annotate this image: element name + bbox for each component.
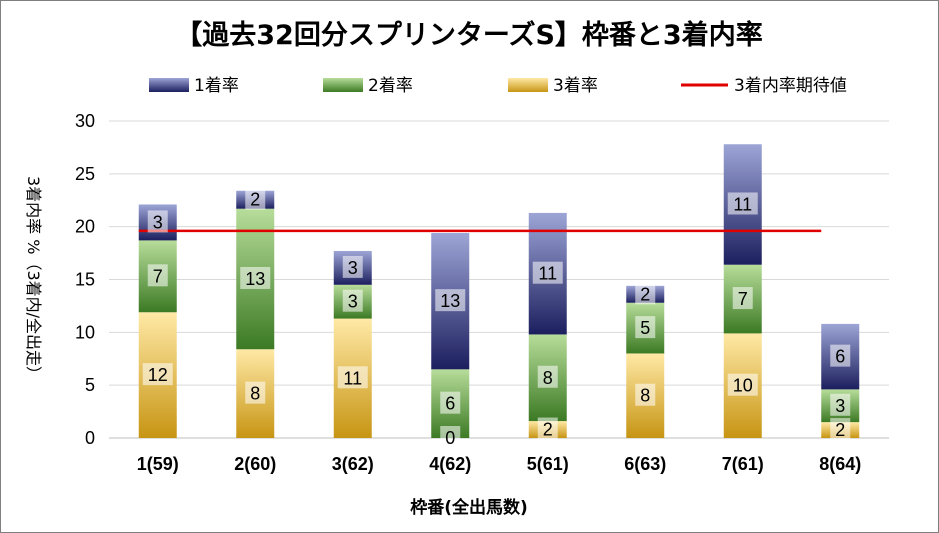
- legend-swatch-3rd: [508, 78, 548, 92]
- gridlines: [109, 120, 889, 439]
- data-label: 3: [835, 396, 845, 416]
- x-category-label: 1(59): [137, 454, 179, 474]
- data-label-background: [537, 365, 558, 388]
- x-axis-title: 枠番(全出馬数): [410, 497, 528, 518]
- data-label: 7: [153, 266, 163, 286]
- y-tick-label: 15: [75, 270, 95, 290]
- data-label: 3: [153, 212, 163, 232]
- data-label: 3: [348, 258, 358, 278]
- data-label: 6: [445, 394, 455, 414]
- data-label: 12: [148, 365, 168, 385]
- data-label-background: [147, 264, 168, 287]
- legend-label-2nd: 2着率: [368, 76, 413, 96]
- data-label: 10: [733, 376, 753, 396]
- data-label: 2: [640, 284, 650, 304]
- data-label: 8: [640, 386, 650, 406]
- data-label-background: [440, 391, 461, 414]
- data-label: 3: [348, 292, 358, 312]
- data-label: 8: [543, 368, 553, 388]
- data-label-background: [830, 393, 851, 416]
- data-labels: 12 7 3 8 13 2 11 3 3 0 6 13 2 8 11 8 5 2 10 7 11 2 3 6: [142, 187, 851, 448]
- legend: 1着率 2着率 3着率 3着内率期待値: [149, 76, 847, 96]
- data-label-background: [727, 192, 758, 215]
- y-tick-label: 5: [85, 375, 95, 395]
- x-category-label: 2(60): [234, 454, 276, 474]
- data-label: 8: [250, 384, 260, 404]
- x-category-label: 7(61): [722, 454, 764, 474]
- data-label: 0: [445, 428, 455, 448]
- y-tick-label: 30: [75, 111, 95, 131]
- data-label-background: [245, 381, 266, 404]
- data-label: 11: [343, 368, 362, 388]
- data-label: 7: [738, 289, 748, 309]
- data-label-background: [245, 187, 266, 210]
- data-label: 2: [250, 190, 260, 210]
- data-label-background: [830, 344, 851, 367]
- data-label-background: [147, 210, 168, 233]
- data-label-background: [337, 366, 368, 389]
- data-label-background: [435, 289, 466, 312]
- x-axis-categories: 1(59) 2(60) 3(62) 4(62) 5(61) 6(63) 7(61) 8(64): [137, 454, 862, 474]
- data-label: 2: [835, 420, 845, 440]
- data-label-background: [142, 363, 173, 386]
- data-label-background: [342, 255, 363, 278]
- legend-swatch-2nd: [323, 78, 363, 92]
- data-label-background: [440, 426, 461, 448]
- legend-label-3rd: 3着率: [553, 76, 598, 96]
- data-label-background: [635, 282, 656, 305]
- data-label: 13: [440, 291, 460, 311]
- y-axis-ticks: 0 5 10 15 20 25 30: [75, 111, 95, 448]
- data-label: 2: [543, 420, 553, 440]
- y-axis-title: 3着内率 %（3着内/全出走）: [24, 176, 43, 382]
- chart-title: 【過去32回分スプリンターズS】枠番と3着内率: [175, 19, 762, 51]
- data-label-background: [727, 373, 758, 396]
- legend-swatch-1st: [149, 78, 189, 92]
- x-category-label: 5(61): [527, 454, 569, 474]
- x-category-label: 6(63): [624, 454, 666, 474]
- y-tick-label: 10: [75, 322, 95, 342]
- legend-label-1st: 1着率: [194, 76, 239, 96]
- data-label-background: [342, 289, 363, 312]
- x-category-label: 8(64): [819, 454, 861, 474]
- data-label-background: [635, 316, 656, 339]
- data-label-background: [635, 383, 656, 406]
- x-category-label: 4(62): [429, 454, 471, 474]
- data-label-background: [732, 287, 753, 310]
- y-tick-label: 0: [85, 428, 95, 448]
- y-tick-label: 25: [75, 164, 95, 184]
- data-label: 13: [245, 269, 265, 289]
- legend-label-expected: 3着内率期待値: [734, 76, 847, 96]
- data-label: 11: [733, 194, 752, 214]
- data-label: 6: [835, 347, 845, 367]
- x-category-label: 3(62): [332, 454, 374, 474]
- data-label-background: [240, 266, 271, 289]
- y-tick-label: 20: [75, 217, 95, 237]
- data-label-background: [537, 417, 558, 440]
- data-label: 11: [538, 264, 557, 284]
- data-label-background: [830, 418, 851, 441]
- data-label: 5: [640, 318, 650, 338]
- data-label-background: [532, 261, 563, 284]
